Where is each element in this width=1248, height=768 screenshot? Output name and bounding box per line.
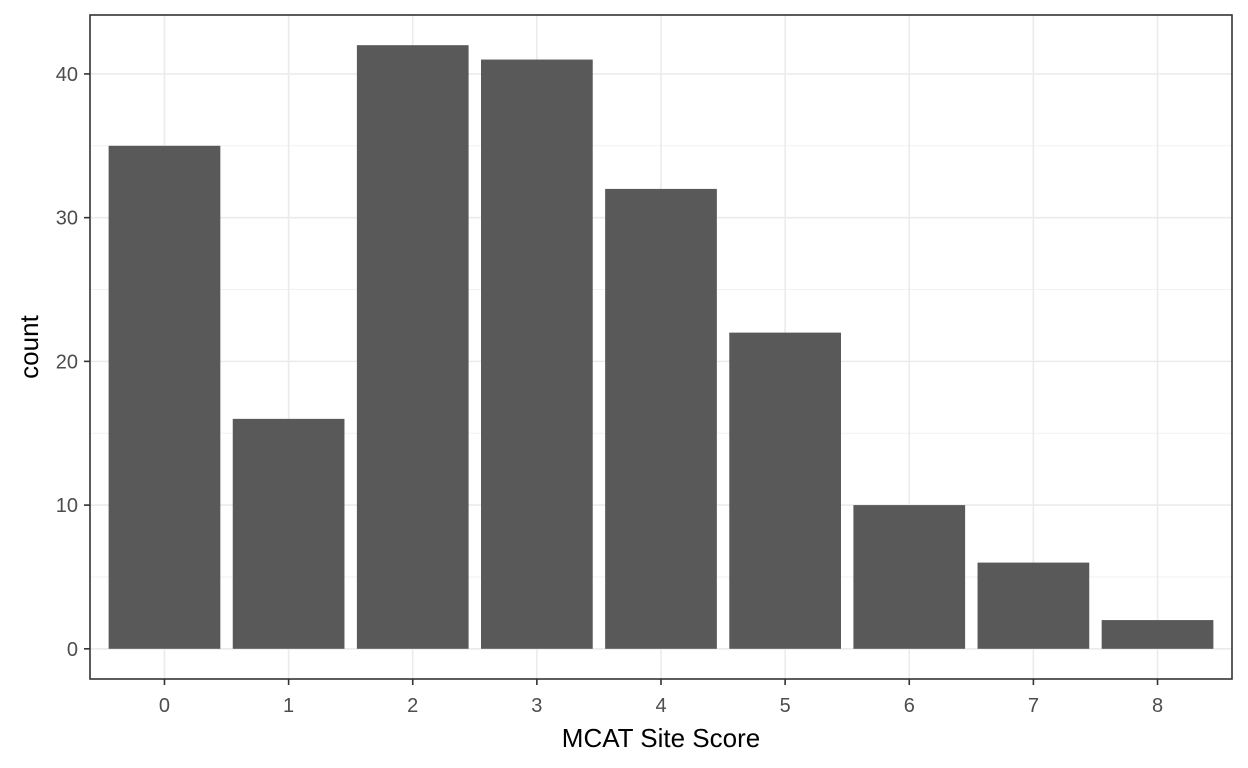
y-tick-label: 30 xyxy=(56,208,78,230)
bar-3 xyxy=(481,59,593,649)
x-tick-label: 4 xyxy=(655,695,666,717)
x-tick-label: 1 xyxy=(283,695,294,717)
bar-4 xyxy=(605,188,717,649)
bar-5 xyxy=(729,332,841,649)
y-tick-label: 0 xyxy=(67,639,78,661)
bar-8 xyxy=(1101,620,1214,649)
x-tick-label: 2 xyxy=(407,695,418,717)
y-axis: 0 10 20 30 40 xyxy=(56,64,90,661)
x-tick-label: 0 xyxy=(159,695,170,717)
bar-7 xyxy=(977,562,1090,649)
bars xyxy=(108,45,1214,649)
y-axis-title: count xyxy=(14,314,44,378)
bar-2 xyxy=(356,45,469,649)
x-axis: 0 1 2 3 4 5 6 7 8 xyxy=(159,679,1163,717)
x-axis-title: MCAT Site Score xyxy=(562,723,760,753)
x-tick-label: 6 xyxy=(904,695,915,717)
x-tick-label: 3 xyxy=(531,695,542,717)
x-tick-label: 5 xyxy=(780,695,791,717)
y-tick-label: 20 xyxy=(56,351,78,373)
bar-0 xyxy=(108,145,221,649)
bar-1 xyxy=(232,418,345,649)
y-tick-label: 40 xyxy=(56,64,78,86)
y-tick-label: 10 xyxy=(56,495,78,517)
bar-6 xyxy=(853,505,966,649)
x-tick-label: 8 xyxy=(1152,695,1163,717)
x-tick-label: 7 xyxy=(1028,695,1039,717)
